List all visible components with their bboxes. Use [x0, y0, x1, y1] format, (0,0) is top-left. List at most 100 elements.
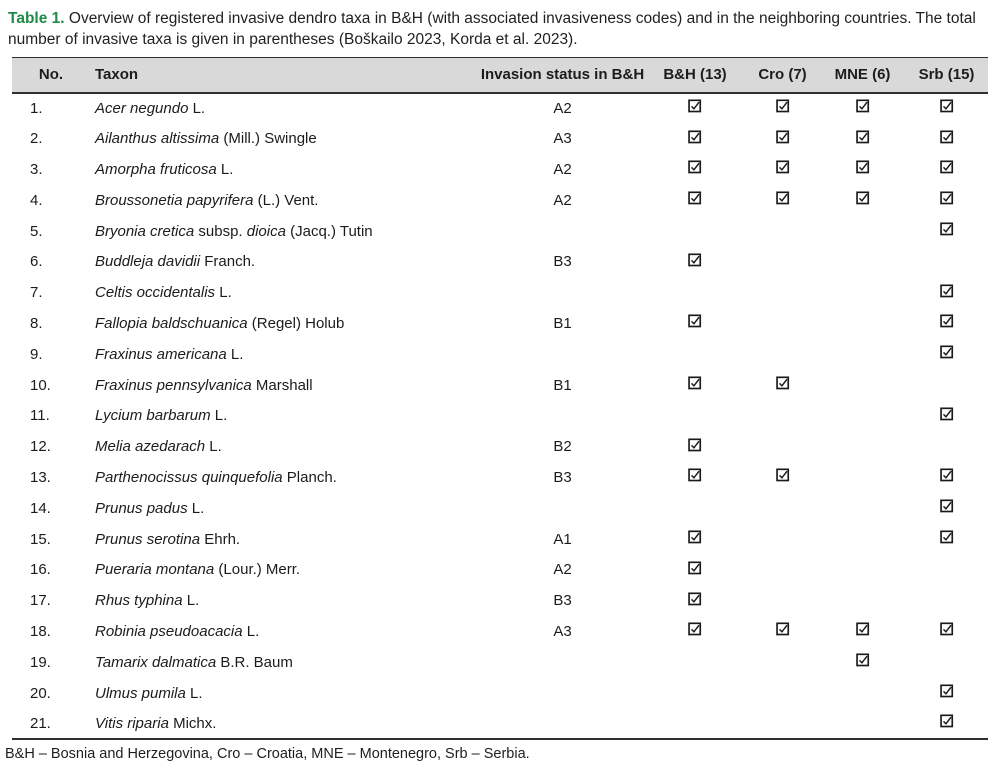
invasion-status: A1 [553, 530, 572, 548]
invasion-status: B3 [553, 592, 572, 610]
table-row: 16. Pueraria montana (Lour.) Merr. A2 [12, 554, 988, 585]
checked-checkbox-icon [939, 314, 954, 328]
taxon-name: Bryonia cretica subsp. dioica (Jacq.) Tu… [90, 216, 480, 247]
table-row: 11. Lycium barbarum L. [12, 400, 988, 431]
row-number: 10. [30, 376, 51, 394]
row-number: 17. [30, 592, 51, 610]
taxon-name: Ulmus pumila L. [90, 678, 480, 709]
table-caption-text: Overview of registered invasive dendro t… [8, 10, 976, 48]
checked-checkbox-icon [775, 191, 790, 205]
column-header-status: Invasion status in B&H [480, 57, 645, 94]
taxon-latin-name: Bryonia cretica [95, 222, 195, 240]
presence-cell-mne [820, 339, 905, 370]
invasion-status [480, 339, 645, 370]
taxon-author: L. [215, 284, 232, 302]
presence-cell-srb [905, 277, 988, 308]
row-number: 11. [30, 407, 50, 425]
presence-cell-cro [745, 616, 820, 647]
table-row: 21. Vitis riparia Michx. [12, 708, 988, 739]
row-number: 1. [30, 99, 43, 117]
invasion-status [480, 708, 645, 739]
table-row: 10. Fraxinus pennsylvanica Marshall B1 [12, 370, 988, 401]
row-number: 19. [30, 653, 51, 671]
table-row: 1. Acer negundo L. A2 [12, 93, 988, 124]
table-row: 12. Melia azedarach L. B2 [12, 431, 988, 462]
presence-cell-bh [645, 93, 745, 124]
taxon-name: Ailanthus altissima (Mill.) Swingle [90, 123, 480, 154]
checked-checkbox-icon [688, 438, 702, 452]
checked-checkbox-icon [939, 99, 954, 113]
taxon-name: Prunus serotina Ehrh. [90, 524, 480, 555]
invasive-taxa-table: No. Taxon Invasion status in B&H B&H (13… [12, 57, 988, 741]
invasion-status: B1 [553, 314, 572, 332]
presence-cell-srb [905, 616, 988, 647]
taxon-author: (Regel) Holub [247, 314, 345, 332]
checked-checkbox-icon [939, 622, 954, 636]
checked-checkbox-icon [939, 468, 954, 482]
presence-cell-srb [905, 585, 988, 616]
taxon-latin-name: Vitis riparia [95, 714, 169, 732]
row-number: 4. [30, 191, 43, 209]
invasion-status: B3 [553, 253, 572, 271]
presence-cell-bh [645, 400, 745, 431]
taxon-name: Parthenocissus quinquefolia Planch. [90, 462, 480, 493]
column-header-cro: Cro (7) [745, 57, 820, 94]
checked-checkbox-icon [775, 468, 790, 482]
column-header-taxon: Taxon [90, 57, 480, 94]
presence-cell-srb [905, 246, 988, 277]
presence-cell-cro [745, 93, 820, 124]
taxon-author: L. [242, 622, 260, 640]
presence-cell-srb [905, 339, 988, 370]
presence-cell-bh [645, 123, 745, 154]
row-number: 15. [30, 530, 51, 548]
presence-cell-mne [820, 524, 905, 555]
table-header-row: No. Taxon Invasion status in B&H B&H (13… [12, 57, 988, 94]
table-row: 14. Prunus padus L. [12, 493, 988, 524]
table-row: 3. Amorpha fruticosa L. A2 [12, 154, 988, 185]
checked-checkbox-icon [939, 160, 954, 174]
row-number: 21. [30, 714, 51, 732]
invasion-status [480, 277, 645, 308]
checked-checkbox-icon [939, 130, 954, 144]
taxon-latin-name: Tamarix dalmatica [95, 653, 217, 671]
invasion-status: A2 [553, 99, 572, 117]
checked-checkbox-icon [939, 345, 954, 359]
taxon-author: Ehrh. [200, 530, 241, 548]
invasion-status: A3 [553, 622, 572, 640]
invasion-status [480, 216, 645, 247]
invasion-status: A2 [553, 561, 572, 579]
presence-cell-bh [645, 339, 745, 370]
taxon-author: (Mill.) Swingle [219, 130, 317, 148]
presence-cell-srb [905, 647, 988, 678]
row-number: 12. [30, 438, 51, 456]
taxon-name: Acer negundo L. [90, 93, 480, 124]
checked-checkbox-icon [775, 160, 790, 174]
taxon-author: L. [185, 684, 203, 702]
checked-checkbox-icon [688, 592, 702, 606]
taxon-latin-name: Parthenocissus quinquefolia [95, 468, 283, 486]
row-number: 2. [30, 130, 43, 148]
presence-cell-cro [745, 493, 820, 524]
taxon-author: Michx. [168, 714, 217, 732]
presence-cell-srb [905, 123, 988, 154]
presence-cell-cro [745, 277, 820, 308]
taxon-author: L. [226, 345, 244, 363]
presence-cell-srb [905, 462, 988, 493]
presence-cell-srb [905, 678, 988, 709]
checked-checkbox-icon [855, 191, 870, 205]
taxon-latin-name: Acer negundo [95, 99, 189, 117]
presence-cell-bh [645, 154, 745, 185]
page: Table 1. Overview of registered invasive… [0, 8, 1000, 762]
presence-cell-bh [645, 431, 745, 462]
checked-checkbox-icon [688, 130, 702, 144]
column-header-srb: Srb (15) [905, 57, 988, 94]
presence-cell-mne [820, 647, 905, 678]
checked-checkbox-icon [775, 376, 790, 390]
invasion-status: B3 [553, 468, 572, 486]
invasion-status: A2 [553, 191, 572, 209]
row-number: 14. [30, 499, 51, 517]
table-row: 6. Buddleja davidii Franch. B3 [12, 246, 988, 277]
taxon-name: Celtis occidentalis L. [90, 277, 480, 308]
table-row: 18. Robinia pseudoacacia L. A3 [12, 616, 988, 647]
taxon-latin-name: Lycium barbarum [95, 407, 211, 425]
